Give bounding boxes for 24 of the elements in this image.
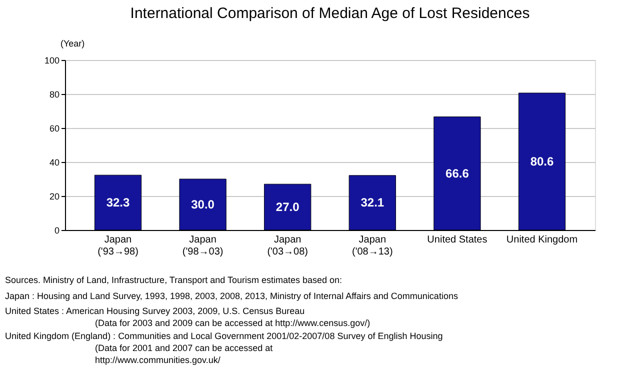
- y-tick-label: 80: [49, 90, 60, 100]
- text: Japan : Housing and Land Survey, 1993, 1998, 2003, 2008, 2013, Ministry of Internal Affairs and Communications: [5, 291, 458, 301]
- data-label: 32.1: [360, 196, 384, 210]
- x-tick-label: United States: [427, 234, 488, 246]
- chart-title: International Comparison of Median Age of Lost Residences: [130, 5, 530, 22]
- text: United States : American Housing Survey 2003, 2009, U.S. Census Bureau (Data for 2003 and 2009 can be accessed at http://www.census.gov/): [5, 306, 370, 328]
- source-note: Sources. Ministry of Land, Infrastructure, Transport and Tourism estimates based on:: [5, 275, 342, 285]
- text: United Kingdom (England) : Communities and Local Government 2001/02-2007/08 Survey of English Housing (Data for 2001 and 2007 can be accessed at http://www.communities.gov.uk/: [5, 331, 443, 365]
- y-tick-label: 100: [44, 56, 60, 66]
- x-tick-label: Japan ('03→08): [267, 234, 308, 258]
- y-tick-label: 0: [54, 226, 60, 236]
- x-tick-label: Japan ('93→98): [98, 234, 138, 258]
- y-tick-label: 60: [49, 124, 60, 134]
- data-label: 30.0: [191, 198, 215, 212]
- x-tick-label: Japan ('08→13): [352, 234, 393, 258]
- x-tick-label: Japan ('98→03): [182, 234, 224, 258]
- y-tick-label: 20: [49, 192, 60, 202]
- data-label: 80.6: [530, 154, 554, 168]
- x-tick-label: United Kingdom: [506, 234, 578, 246]
- data-label: 32.3: [106, 196, 130, 210]
- data-label: 66.6: [446, 166, 470, 180]
- y-axis-title: (Year): [60, 38, 85, 48]
- data-label: 27.0: [276, 200, 300, 214]
- y-tick-label: 40: [49, 158, 60, 168]
